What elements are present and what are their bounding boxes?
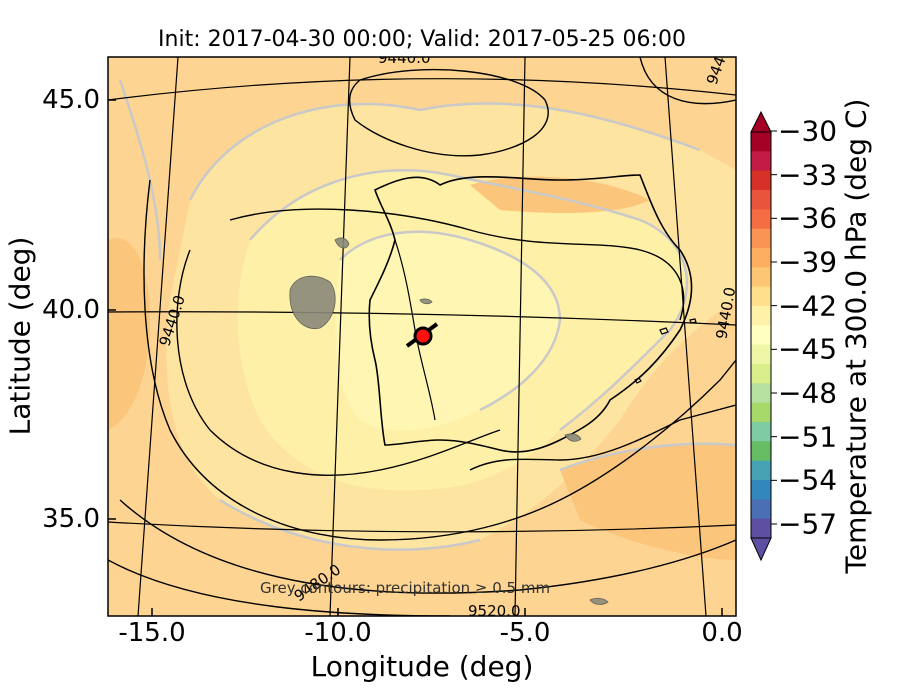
colorbar-tick-label: −42 [778,289,838,323]
colorbar-extend-bottom [750,537,772,562]
location-marker [405,322,439,348]
colorbar-segment [751,151,771,172]
colorbar-segment [751,248,771,268]
colorbar [750,110,777,562]
y-tick-label: 45.0 [42,85,100,115]
colorbar-frame [750,131,772,539]
colorbar-segment [751,422,771,442]
precipitation-contours [289,237,609,605]
colorbar-segment [751,383,771,404]
plot-frame [107,56,737,617]
colorbar-tick-label: −51 [778,420,838,454]
height-contours [108,57,736,616]
x-tick-label: 0.0 [701,618,743,648]
contour-label-top: 9440.0 [378,49,431,67]
portugal-border [394,239,436,421]
north-africa-coastline [469,404,736,471]
colorbar-tick-label: −45 [778,332,838,366]
colorbar-segment [751,306,771,326]
colorbar-tick-label: −54 [778,463,838,497]
colorbar-segment [751,460,771,481]
temperature-contours [118,79,736,551]
plot-title: Init: 2017-04-30 00:00; Valid: 2017-05-2… [158,27,686,52]
colorbar-tick-label: −30 [778,114,838,148]
colorbar-segment [751,228,771,249]
islands [634,318,697,384]
x-tick-label: -10.0 [304,618,372,648]
precipitation-annotation: Grey contours: precipitation ≥ 0.5 mm [260,579,550,597]
colorbar-segment [751,325,771,346]
colorbar-segment [751,402,771,423]
temperature-band-3 [335,231,560,431]
colorbar-segment [751,518,771,539]
warm-patch-west [108,238,150,430]
colorbar-tick-label: −39 [778,245,838,279]
colorbar-segment [751,267,771,288]
x-tick-label: -5.0 [499,618,551,648]
colorbar-segment [751,190,771,210]
colorbar-tick-label: −57 [778,507,838,541]
colorbar-segment [751,286,771,307]
warm-patch-north [470,176,650,213]
x-tick-label: -15.0 [118,618,186,648]
colorbar-segment [751,364,771,384]
contour-label-bottom-b: 9520.0 [468,602,521,620]
colorbar-label: Temperature at 300.0 hPa (deg C) [839,98,873,574]
iberia-coastline [368,174,693,453]
colorbar-extend-top [750,110,772,133]
colorbar-segment [751,132,771,152]
y-tick-label: 35.0 [42,504,100,534]
colorbar-segment [751,170,771,191]
colorbar-segment [751,344,771,365]
colorbar-tick-label: −36 [778,201,838,235]
colorbar-segment [751,480,771,500]
graticule [108,57,736,616]
colorbar-segment [751,209,771,230]
colorbar-segment [751,441,771,462]
y-tick-label: 40.0 [42,295,100,325]
colorbar-tick-label: −48 [778,376,838,410]
colorbar-segment [751,499,771,520]
warm-patch-southeast [560,443,736,560]
colorbar-tick-label: −33 [778,158,838,192]
contour-label-right: 9440.0 [712,286,739,341]
x-axis-label: Longitude (deg) [310,650,534,683]
y-axis-label: Latitude (deg) [3,236,37,436]
location-marker-dot [413,326,433,346]
axis-tick-marks [108,99,723,616]
map-area: 9440.0 944 9440.0 9440.0 9480.0 9520.0 G… [108,49,739,620]
